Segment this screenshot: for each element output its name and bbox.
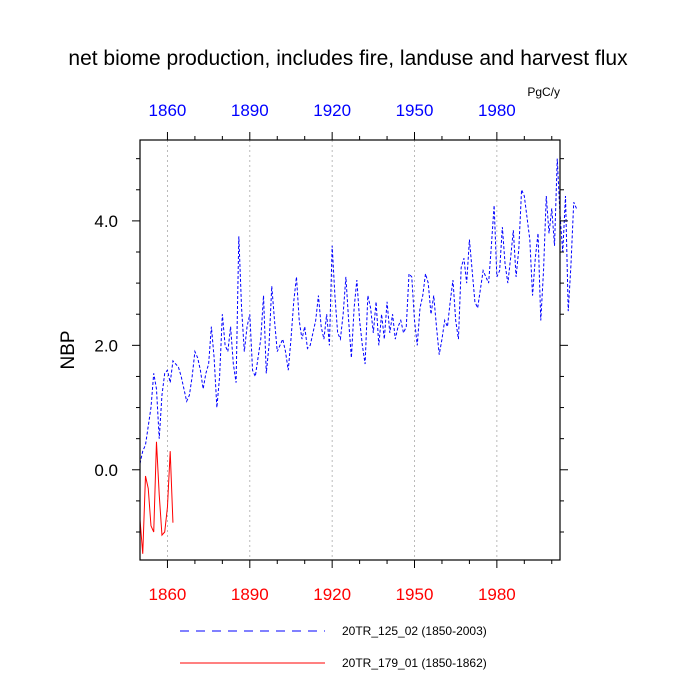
x-tick-label-bottom: 1890 <box>231 585 269 604</box>
units-label: PgC/y <box>527 85 560 99</box>
y-tick-label: 0.0 <box>94 461 118 480</box>
y-tick-label: 4.0 <box>94 212 118 231</box>
legend: 20TR_125_02 (1850-2003) 20TR_179_01 (185… <box>180 624 487 670</box>
legend-label-series-1: 20TR_125_02 (1850-2003) <box>342 624 487 638</box>
x-tick-label-bottom: 1860 <box>149 585 187 604</box>
x-tick-label-top: 1920 <box>313 101 351 120</box>
tick-layer <box>132 132 568 568</box>
x-tick-label-top: 1980 <box>478 101 516 120</box>
series-line-1 <box>139 158 577 464</box>
legend-label-series-2: 20TR_179_01 (1850-1862) <box>342 656 487 670</box>
grid-layer <box>167 140 498 560</box>
x-tick-label-bottom: 1920 <box>313 585 351 604</box>
series-layer <box>139 158 577 554</box>
label-layer: 1860 1860 1890 1890 1920 1920 1950 1950 1980 1980… <box>94 101 515 604</box>
x-tick-label-top: 1860 <box>149 101 187 120</box>
x-tick-label-bottom: 1980 <box>478 585 516 604</box>
plot-frame <box>139 139 561 561</box>
y-tick-label: 2.0 <box>94 336 118 355</box>
chart-title: net biome production, includes fire, lan… <box>68 47 628 70</box>
x-tick-label-top: 1950 <box>396 101 434 120</box>
x-tick-label-top: 1890 <box>231 101 269 120</box>
x-tick-label-bottom: 1950 <box>396 585 434 604</box>
series-line-2 <box>139 441 174 554</box>
y-axis-label: NBP <box>58 330 79 369</box>
